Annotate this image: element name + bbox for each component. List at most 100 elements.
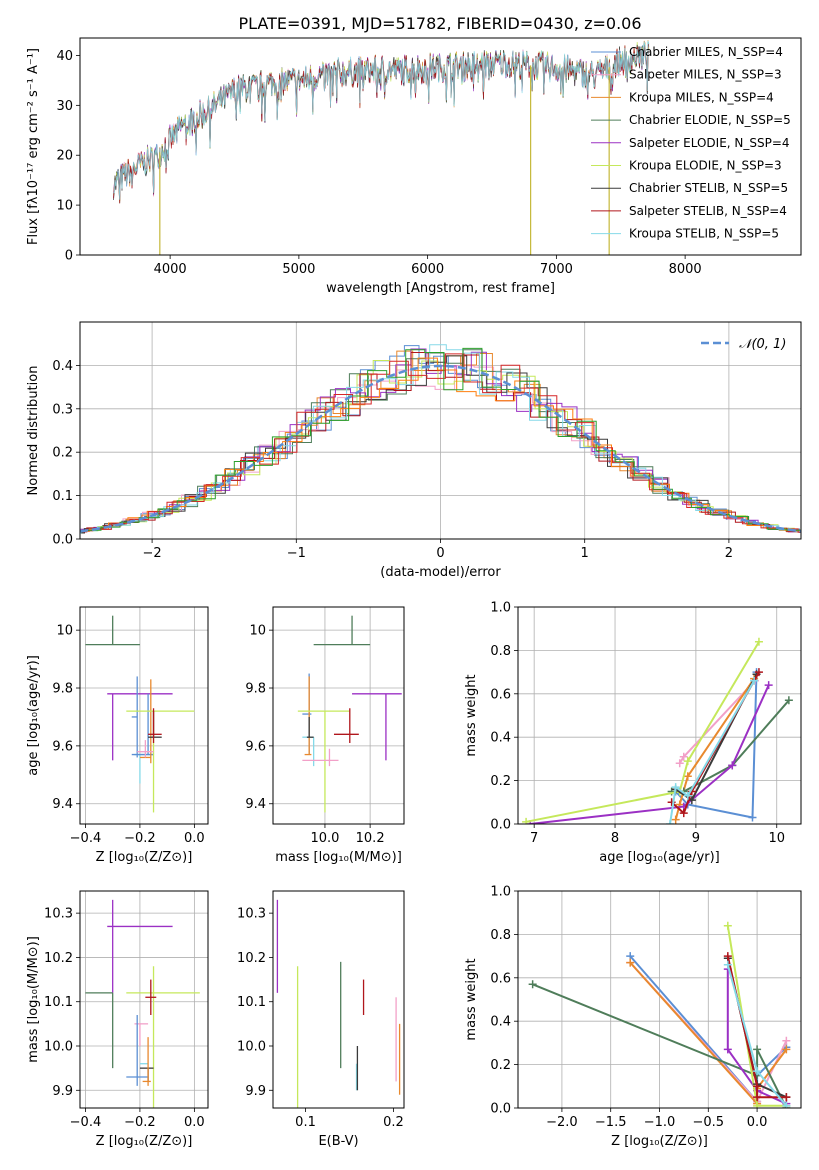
weight-line (532, 983, 788, 1108)
y-axis-label: mass weight (464, 674, 479, 756)
weight-line (525, 641, 760, 823)
y-tick-label: 10 (249, 624, 266, 639)
errorbar-point (126, 710, 195, 813)
histogram-step (80, 360, 801, 533)
y-tick-label: 0.6 (490, 687, 511, 702)
errorbar-point (85, 615, 140, 646)
weight-marker (671, 815, 680, 824)
errorbar-point (131, 676, 138, 758)
weight-marker (626, 958, 635, 967)
weight-series (666, 676, 759, 824)
weight-marker (753, 1067, 762, 1076)
errorbar-point (107, 899, 173, 993)
x-tick-label: 7 (530, 831, 538, 846)
errorbar-point (139, 1067, 154, 1082)
spectrum-line (113, 40, 650, 200)
y-axis-label: age [log₁₀(age/yr)] (26, 655, 41, 776)
x-tick-label: 5000 (282, 262, 315, 277)
weight-marker (753, 1093, 762, 1102)
x-tick-label: −1 (287, 546, 306, 561)
x-axis-label: Z [log₁₀(Z/Z⊙)] (96, 1134, 193, 1149)
legend-entry: Salpeter MILES, N_SSP=3 (629, 68, 782, 82)
x-axis-label: age [log₁₀(age/yr)] (599, 850, 720, 865)
y-tick-label: 10.0 (237, 1040, 266, 1055)
x-tick-label: −2.0 (546, 1115, 578, 1130)
x-tick-label: 6000 (411, 262, 444, 277)
weight-marker (683, 772, 692, 781)
y-tick-label: 9.6 (245, 739, 266, 754)
y-tick-label: 9.8 (52, 682, 73, 697)
weight-series (723, 960, 791, 1108)
plot-area (80, 344, 801, 534)
x-axis-label: Z [log₁₀(Z/Z⊙)] (611, 1134, 708, 1149)
weight-series (528, 980, 791, 1108)
legend-entry: Kroupa STELIB, N_SSP=5 (629, 227, 779, 241)
weight-marker (753, 1045, 762, 1054)
weight-marker (764, 681, 773, 690)
plot-area (85, 899, 200, 1108)
y-tick-label: 10.0 (44, 1040, 73, 1055)
y-tick-label: 0.0 (490, 818, 511, 833)
errorbar-point (142, 1037, 151, 1086)
weight-marker (782, 1045, 791, 1054)
legend-entry: Chabrier STELIB, N_SSP=5 (629, 181, 788, 195)
panel-residuals: −2 −1 0 1 2 0.0 0.1 0.2 0.3 0.4 (data-model)/error… (26, 321, 802, 580)
y-axis-label: Flux [fλ10⁻¹⁷ erg cm⁻² s⁻¹ A⁻¹] (26, 48, 41, 245)
y-tick-label: 0.1 (52, 489, 73, 504)
x-tick-label: 8 (611, 831, 619, 846)
plot-area (297, 615, 402, 813)
weight-marker (782, 1101, 791, 1108)
weight-line (669, 680, 755, 824)
figure-title: PLATE=0391, MJD=51782, FIBERID=0430, z=0… (238, 14, 641, 33)
y-tick-label: 0.2 (490, 774, 511, 789)
x-tick-label: −2 (143, 546, 162, 561)
errorbar-point (107, 693, 173, 761)
y-tick-label: 0.0 (52, 533, 73, 548)
y-tick-label: 0.6 (490, 971, 511, 986)
axes-frame (272, 606, 405, 825)
x-tick-label: −0.4 (70, 1115, 102, 1130)
y-tick-label: 10.2 (44, 951, 73, 966)
y-tick-label: 0.3 (52, 402, 73, 417)
histogram-step (80, 344, 801, 534)
y-tick-label: 10.3 (237, 907, 266, 922)
weight-marker (671, 783, 680, 792)
y-tick-label: 10.1 (237, 995, 266, 1010)
x-tick-label: −0.2 (124, 1115, 156, 1130)
legend-entry: Chabrier MILES, N_SSP=4 (629, 45, 783, 59)
y-tick-label: 10 (56, 199, 73, 214)
y-axis-label: Normed distribution (26, 366, 41, 496)
errorbar-point (148, 711, 162, 738)
y-tick-label: 10.1 (44, 995, 73, 1010)
errorbar-point (145, 979, 157, 1015)
x-tick-label: −0.5 (693, 1115, 725, 1130)
weight-line (529, 684, 770, 824)
panel-mass-weight-vs-Z: −2.0 −1.5 −1.0 −0.5 0.0 0.0 0.2 0.4 0.6 0.8 1.0 Z [… (464, 885, 802, 1149)
y-tick-label: 0.4 (490, 1015, 511, 1030)
errorbar-point (137, 740, 154, 758)
weight-marker (784, 696, 793, 705)
x-tick-label: −0.4 (70, 831, 102, 846)
x-axis-label: Z [log₁₀(Z/Z⊙)] (96, 850, 193, 865)
plot-area (522, 637, 793, 824)
errorbar-point (333, 708, 359, 743)
errorbar-point (134, 1023, 149, 1046)
y-tick-label: 9.6 (52, 739, 73, 754)
y-tick-label: 0.8 (490, 928, 511, 943)
plot-area (276, 899, 401, 1108)
weight-marker (679, 752, 688, 761)
legend-entry: Salpeter STELIB, N_SSP=4 (629, 204, 787, 218)
weight-marker (723, 1045, 732, 1054)
plot-area (113, 40, 650, 255)
x-axis-label: E(B-V) (318, 1134, 358, 1149)
y-tick-label: 1.0 (490, 601, 511, 616)
y-tick-label: 0.4 (490, 731, 511, 746)
panel-spectrum: 4000 5000 6000 7000 8000 0 10 20 30 40 wavelength … (26, 37, 802, 296)
axes-frame (517, 606, 802, 825)
x-tick-label: −1.0 (644, 1115, 676, 1130)
x-axis-label: wavelength [Angstrom, rest frame] (326, 281, 555, 296)
weight-marker (683, 791, 692, 800)
weight-marker (723, 952, 732, 961)
weight-marker (723, 921, 732, 930)
weight-series (522, 637, 763, 824)
